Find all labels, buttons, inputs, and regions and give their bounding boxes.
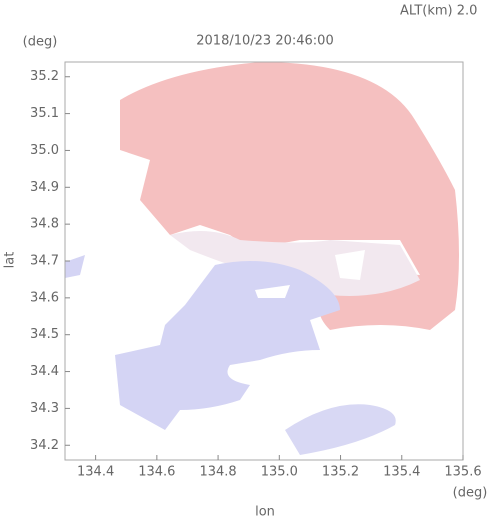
- x-tick-label: 135.6: [444, 465, 481, 480]
- receding-region: [65, 255, 85, 278]
- y-tick-label: 34.3: [30, 401, 59, 416]
- y-tick-label: 35.0: [30, 143, 59, 158]
- x-tick-label: 134.8: [199, 465, 236, 480]
- y-axis-label: lat: [3, 252, 18, 269]
- x-tick-label: 134.4: [77, 465, 114, 480]
- y-tick-label: 34.9: [30, 180, 59, 195]
- y-tick-label: 35.1: [30, 106, 59, 121]
- y-tick-label: 34.2: [30, 438, 59, 453]
- y-tick-label: 34.5: [30, 327, 59, 342]
- x-tick-label: 134.6: [138, 465, 175, 480]
- x-tick-label: 135.0: [261, 465, 298, 480]
- x-tick-label: 135.2: [322, 465, 359, 480]
- x-axis-label: lon: [255, 505, 275, 520]
- y-tick-label: 35.2: [30, 69, 59, 84]
- receding-region: [285, 404, 396, 455]
- subtitle: ALT(km) 2.0: [400, 4, 477, 19]
- y-tick-label: 34.8: [30, 217, 59, 232]
- y-tick-label: 34.4: [30, 364, 59, 379]
- y-unit: (deg): [23, 35, 58, 50]
- x-unit: (deg): [453, 486, 488, 501]
- y-tick-label: 34.6: [30, 290, 59, 305]
- y-tick-label: 34.7: [30, 254, 59, 269]
- radar-field: [65, 62, 459, 455]
- approaching-region: [120, 62, 459, 330]
- chart-title: 2018/10/23 20:46:00: [196, 34, 333, 49]
- no-echo: [255, 285, 290, 298]
- x-tick-label: 135.4: [383, 465, 420, 480]
- no-echo: [335, 250, 365, 280]
- receding-region: [115, 261, 340, 430]
